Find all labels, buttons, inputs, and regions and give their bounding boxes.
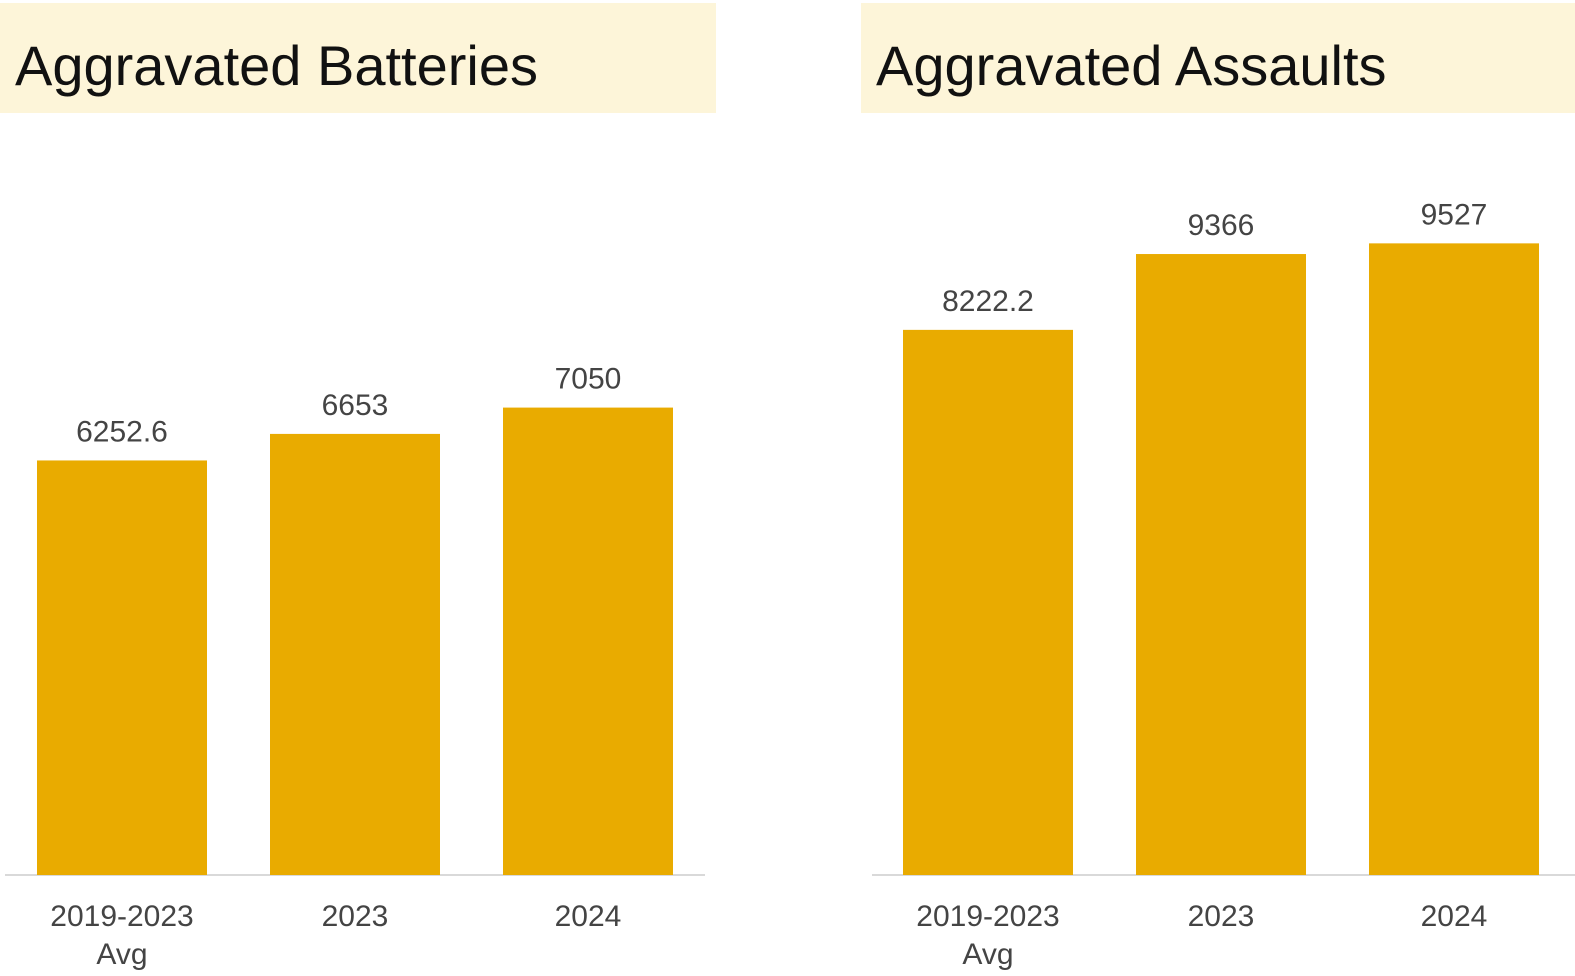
x-tick-label: 2024 (1420, 900, 1488, 933)
x-tick-label: 2023 (321, 900, 389, 933)
bar (1136, 254, 1306, 876)
bar (37, 460, 207, 875)
bar (270, 433, 440, 875)
value-label: 7050 (555, 363, 622, 396)
x-tick-label: 2024 (554, 900, 622, 933)
bar (503, 407, 673, 875)
value-label: 6653 (322, 389, 389, 422)
chart-title: Aggravated Assaults (876, 34, 1387, 97)
chart-title: Aggravated Batteries (15, 34, 538, 97)
value-label: 9527 (1421, 198, 1488, 231)
title-band (861, 3, 1575, 113)
x-tick-label: 2023 (1187, 900, 1255, 933)
title-band (0, 3, 716, 113)
x-tick-label: 2019-2023 Avg (916, 900, 1060, 971)
value-label: 6252.6 (76, 415, 168, 448)
value-label: 8222.2 (942, 285, 1034, 318)
bar (903, 329, 1073, 875)
bar (1369, 243, 1539, 876)
value-label: 9366 (1188, 209, 1255, 242)
x-tick-label: 2019-2023 Avg (50, 900, 194, 971)
